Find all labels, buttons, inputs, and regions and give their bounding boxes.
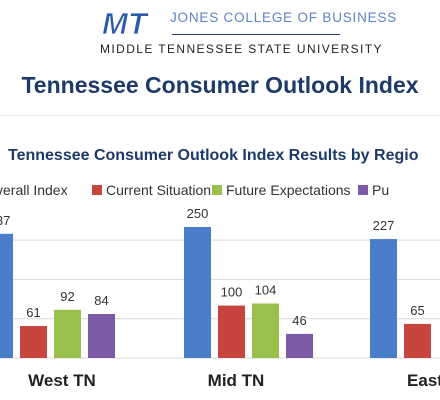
chart-title: Tennessee Consumer Outlook Index Results… bbox=[8, 147, 419, 164]
university-name: MIDDLE TENNESSEE STATE UNIVERSITY bbox=[100, 42, 383, 56]
bar bbox=[20, 326, 47, 358]
bar bbox=[218, 305, 245, 358]
data-label: 65 bbox=[410, 303, 424, 318]
bar bbox=[252, 303, 279, 358]
bar bbox=[404, 323, 431, 358]
legend-label: verall Index bbox=[0, 182, 68, 198]
data-label: 227 bbox=[373, 218, 395, 233]
legend-label: Future Expectations bbox=[226, 182, 351, 198]
page-title: Tennessee Consumer Outlook Index bbox=[21, 72, 419, 98]
legend-swatch bbox=[92, 185, 102, 195]
title-divider bbox=[0, 115, 440, 116]
bar bbox=[0, 233, 13, 358]
bar bbox=[88, 313, 115, 358]
category-label: Mid TN bbox=[208, 371, 265, 390]
data-label: 61 bbox=[26, 305, 40, 320]
data-label: 250 bbox=[187, 206, 209, 221]
bar bbox=[370, 239, 397, 358]
category-label: West TN bbox=[28, 371, 96, 390]
data-label: 84 bbox=[94, 293, 108, 308]
bar bbox=[54, 309, 81, 358]
data-label: 237 bbox=[0, 213, 10, 228]
data-label: 104 bbox=[255, 283, 277, 298]
header: MT JONES COLLEGE OF BUSINESS MIDDLE TENN… bbox=[0, 0, 440, 62]
bar bbox=[286, 333, 313, 358]
college-name: JONES COLLEGE OF BUSINESS bbox=[170, 10, 398, 25]
bar bbox=[184, 227, 211, 358]
data-label: 92 bbox=[60, 289, 74, 304]
header-rule bbox=[172, 34, 340, 35]
data-label: 100 bbox=[221, 285, 243, 300]
legend-swatch bbox=[358, 185, 368, 195]
data-label: 46 bbox=[292, 313, 306, 328]
bar-chart: Tennessee Consumer Outlook Index Results… bbox=[0, 147, 440, 390]
legend-label: Current Situation bbox=[106, 182, 211, 198]
legend-label: Pu bbox=[372, 182, 389, 198]
logo-text: MT bbox=[102, 6, 150, 40]
category-label: East bbox=[407, 371, 440, 390]
legend-swatch bbox=[212, 185, 222, 195]
mt-logo: MT bbox=[102, 6, 151, 40]
